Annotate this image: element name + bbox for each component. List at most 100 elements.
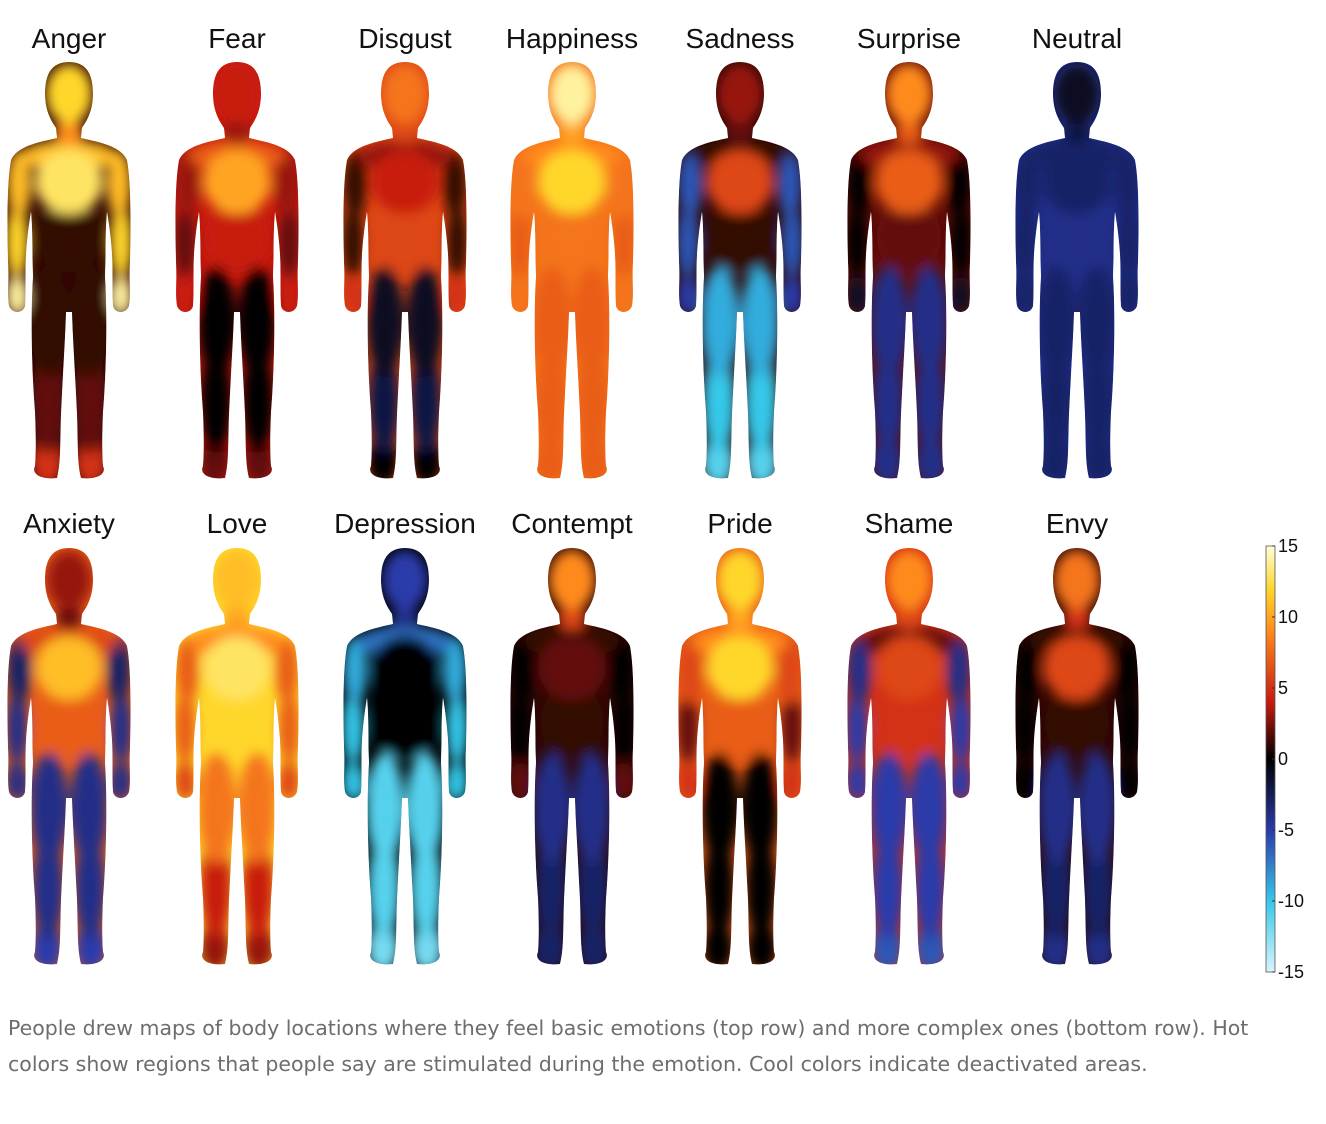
region-lower-leg-anger-right: [74, 350, 106, 454]
region-upper-leg-disgust-right: [406, 266, 444, 378]
region-hand-surprise-right: [950, 276, 971, 316]
region-feet-neutral-left: [1039, 438, 1071, 479]
region-neck-pride: [726, 606, 754, 630]
region-feet-love-left: [199, 924, 231, 965]
region-neck-contempt: [558, 606, 586, 630]
region-forearm-fear-right: [278, 206, 299, 278]
region-forearm-surprise-left: [847, 206, 868, 278]
region-upper-arm-disgust-right: [443, 150, 467, 218]
region-lower-leg-love-left: [200, 836, 232, 940]
region-head-contempt: [549, 550, 595, 610]
region-head-surprise: [886, 64, 932, 124]
emotion-body-map-chart: Anger Fear Disgust Happiness Sadness Surprise…: [7, 23, 1304, 982]
region-upper-leg-neutral-left: [1038, 266, 1076, 378]
region-abdomen-shame: [877, 687, 941, 759]
region-upper-arm-depression-right: [443, 636, 467, 704]
region-chest-neutral: [1043, 150, 1111, 214]
region-abdomen-disgust: [373, 201, 437, 273]
region-forearm-anger-right: [110, 206, 131, 278]
region-upper-arm-fear-left: [175, 150, 199, 218]
region-lower-leg-neutral-left: [1040, 350, 1072, 454]
region-upper-arm-neutral-right: [1115, 150, 1139, 218]
region-upper-arm-love-right: [275, 636, 299, 704]
region-hand-disgust-right: [446, 276, 467, 316]
region-lower-leg-disgust-left: [368, 350, 400, 454]
emotion-label-love: Love: [207, 508, 268, 539]
region-hand-depression-right: [446, 762, 467, 802]
region-upper-arm-sadness-right: [778, 150, 802, 218]
region-upper-leg-anger-left: [30, 266, 68, 378]
region-lower-leg-sadness-right: [745, 350, 777, 454]
region-hand-sadness-right: [781, 276, 802, 316]
region-hand-disgust-left: [343, 276, 364, 316]
region-forearm-sadness-left: [678, 206, 699, 278]
region-chest-anxiety: [35, 636, 103, 700]
region-upper-arm-sadness-left: [678, 150, 702, 218]
region-lower-leg-contempt-right: [577, 836, 609, 940]
region-head-envy: [1054, 550, 1100, 610]
emotion-label-shame: Shame: [865, 508, 954, 539]
region-upper-leg-love-right: [238, 752, 276, 864]
region-head-sadness: [717, 64, 763, 124]
region-feet-surprise-right: [915, 438, 947, 479]
body-silhouette-anxiety: [7, 548, 131, 965]
region-hand-happiness-left: [510, 276, 531, 316]
region-abdomen-sadness: [708, 201, 772, 273]
region-lower-leg-surprise-right: [914, 350, 946, 454]
region-chest-fear: [203, 150, 271, 214]
region-feet-happiness-left: [534, 438, 566, 479]
region-feet-love-right: [243, 924, 275, 965]
region-neck-anxiety: [55, 606, 83, 630]
region-feet-envy-right: [1083, 924, 1115, 965]
region-neck-shame: [895, 606, 923, 630]
region-feet-contempt-left: [534, 924, 566, 965]
region-feet-anger-right: [75, 438, 107, 479]
region-hand-fear-right: [278, 276, 299, 316]
region-forearm-happiness-left: [510, 206, 531, 278]
region-upper-leg-shame-left: [870, 752, 908, 864]
region-head-pride: [717, 550, 763, 610]
region-upper-leg-surprise-left: [870, 266, 908, 378]
region-feet-contempt-right: [578, 924, 610, 965]
region-upper-leg-neutral-right: [1078, 266, 1116, 378]
colorbar-tick-label: 10: [1278, 607, 1298, 627]
region-feet-happiness-right: [578, 438, 610, 479]
region-abdomen-depression: [373, 687, 437, 759]
region-upper-arm-surprise-left: [847, 150, 871, 218]
region-lower-leg-depression-right: [410, 836, 442, 940]
region-feet-shame-left: [871, 924, 903, 965]
emotion-label-fear: Fear: [208, 23, 266, 54]
region-upper-leg-envy-left: [1038, 752, 1076, 864]
region-upper-leg-surprise-right: [910, 266, 948, 378]
region-neck-disgust: [391, 120, 419, 144]
region-chest-disgust: [371, 150, 439, 214]
region-abdomen-surprise: [877, 201, 941, 273]
region-chest-surprise: [875, 150, 943, 214]
region-forearm-pride-right: [781, 692, 802, 764]
body-silhouette-surprise: [847, 62, 971, 479]
body-silhouette-neutral: [1015, 62, 1139, 479]
emotion-label-pride: Pride: [707, 508, 772, 539]
region-upper-leg-anxiety-right: [70, 752, 108, 864]
region-neck-sadness: [726, 120, 754, 144]
region-forearm-anger-left: [7, 206, 28, 278]
region-hand-anxiety-left: [7, 762, 28, 802]
region-upper-leg-envy-right: [1078, 752, 1116, 864]
region-feet-sadness-right: [746, 438, 778, 479]
region-chest-anger: [35, 150, 103, 214]
region-upper-arm-anger-left: [7, 150, 31, 218]
region-hand-anxiety-right: [110, 762, 131, 802]
region-head-neutral: [1054, 64, 1100, 124]
region-chest-happiness: [538, 150, 606, 214]
region-lower-leg-happiness-left: [535, 350, 567, 454]
region-upper-arm-shame-left: [847, 636, 871, 704]
region-hand-envy-left: [1015, 762, 1036, 802]
region-upper-arm-depression-left: [343, 636, 367, 704]
region-forearm-envy-left: [1015, 692, 1036, 764]
region-feet-pride-right: [746, 924, 778, 965]
region-abdomen-envy: [1045, 687, 1109, 759]
region-lower-leg-surprise-left: [872, 350, 904, 454]
region-feet-fear-right: [243, 438, 275, 479]
region-upper-leg-fear-left: [198, 266, 236, 378]
region-lower-leg-shame-right: [914, 836, 946, 940]
